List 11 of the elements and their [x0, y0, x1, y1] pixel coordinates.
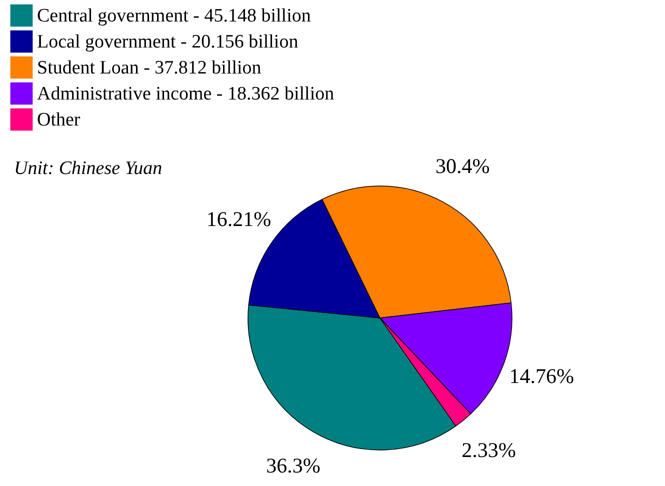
legend-label: Student Loan - 37.812 billion [37, 58, 262, 78]
legend-label: Administrative income - 18.362 billion [37, 84, 335, 104]
data-label: 16.21% [206, 206, 272, 231]
legend-label: Central government - 45.148 billion [37, 6, 312, 26]
legend-label: Local government - 20.156 billion [37, 32, 299, 52]
text: Unit: Chinese Yuan [14, 158, 162, 179]
data-label: 30.4% [436, 154, 490, 178]
legend-label: Other [37, 110, 81, 130]
data-label: 36.3% [266, 454, 320, 478]
data-label: 14.76% [509, 364, 574, 388]
data-label: 2.33% [462, 438, 516, 462]
